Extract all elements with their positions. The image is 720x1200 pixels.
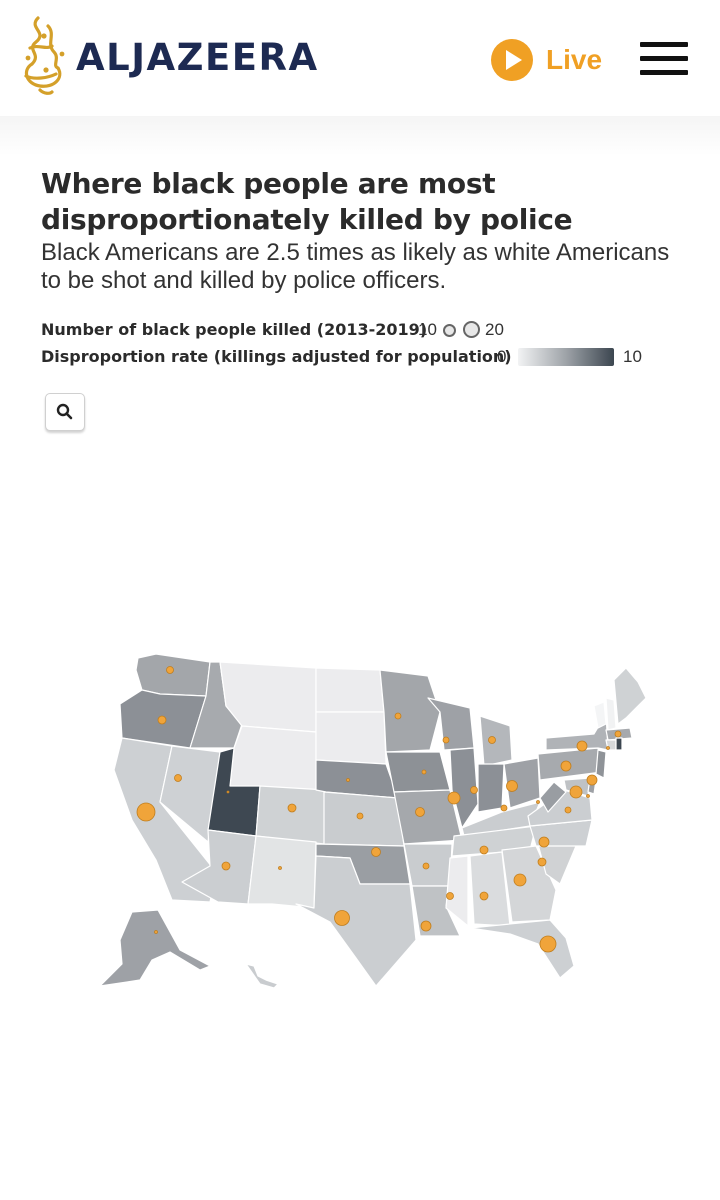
bubble-massachusetts[interactable] xyxy=(614,730,622,738)
state-alaska[interactable] xyxy=(99,909,211,987)
state-vermont[interactable] xyxy=(593,701,607,729)
bubble-delaware[interactable] xyxy=(586,794,590,798)
state-colorado[interactable] xyxy=(255,785,327,845)
bubble-north-carolina[interactable] xyxy=(538,836,550,848)
bubble-connecticut[interactable] xyxy=(606,746,610,750)
color-legend-max: 10 xyxy=(623,347,642,366)
size-legend-small-bubble xyxy=(443,324,456,337)
state-west-virginia[interactable] xyxy=(539,781,567,813)
bubble-south-carolina[interactable] xyxy=(537,857,547,867)
bubble-georgia[interactable] xyxy=(513,873,527,887)
bubble-nevada[interactable] xyxy=(174,774,182,782)
bubble-ohio[interactable] xyxy=(506,780,518,792)
bubble-nebraska[interactable] xyxy=(346,778,350,782)
state-new-mexico[interactable] xyxy=(247,835,317,909)
size-legend-max: 20 xyxy=(485,320,504,339)
brand-name: ALJAZEERA xyxy=(76,36,319,79)
color-legend-gradient xyxy=(518,348,614,366)
search-icon xyxy=(56,403,73,420)
state-minnesota[interactable] xyxy=(379,669,441,753)
us-choropleth-map xyxy=(99,653,647,989)
header-shadow xyxy=(0,116,720,156)
state-florida[interactable] xyxy=(469,919,575,979)
bubble-kansas[interactable] xyxy=(356,812,364,820)
color-legend-label: Disproportion rate (killings adjusted fo… xyxy=(41,347,512,366)
chart-title: Where black people are most disproportio… xyxy=(41,167,573,236)
state-mississippi[interactable] xyxy=(445,855,469,927)
bubble-florida[interactable] xyxy=(539,935,557,953)
bubble-alabama[interactable] xyxy=(479,891,489,901)
bubble-california[interactable] xyxy=(136,802,156,822)
live-button[interactable]: Live xyxy=(490,38,602,82)
bubble-maryland[interactable] xyxy=(569,785,583,799)
bubble-missouri[interactable] xyxy=(415,807,425,817)
bubble-new-mexico[interactable] xyxy=(278,866,282,870)
size-legend-large-bubble xyxy=(463,321,480,338)
state-new-hampshire[interactable] xyxy=(605,697,617,731)
state-south-dakota[interactable] xyxy=(315,711,387,765)
chart-subtitle: Black Americans are 2.5 times as likely … xyxy=(41,239,670,294)
state-kansas[interactable] xyxy=(323,791,405,847)
bubble-washington[interactable] xyxy=(166,666,174,674)
bubble-oklahoma[interactable] xyxy=(371,847,381,857)
bubble-oregon[interactable] xyxy=(157,715,167,725)
bubble-pennsylvania[interactable] xyxy=(560,760,572,772)
size-legend-min: 10 xyxy=(418,320,437,339)
size-legend-label: Number of black people killed (2013-2019… xyxy=(41,320,428,339)
map-search-button[interactable] xyxy=(45,393,85,431)
calligraphy-logo-icon xyxy=(24,16,65,95)
bubble-west-virginia[interactable] xyxy=(536,800,540,804)
live-label: Live xyxy=(546,44,603,75)
bubble-kentucky[interactable] xyxy=(500,804,508,812)
state-texas[interactable] xyxy=(295,855,417,987)
state-iowa[interactable] xyxy=(385,751,451,793)
state-wyoming[interactable] xyxy=(229,725,317,791)
bubble-iowa[interactable] xyxy=(421,769,427,775)
state-north-dakota[interactable] xyxy=(315,667,385,713)
state-nevada[interactable] xyxy=(159,745,221,843)
bubble-arizona[interactable] xyxy=(221,861,231,871)
bubble-alaska[interactable] xyxy=(154,930,158,934)
state-hawaii[interactable] xyxy=(245,963,279,989)
bubble-wisconsin[interactable] xyxy=(442,736,450,744)
bubble-louisiana[interactable] xyxy=(420,920,432,932)
bubble-indiana[interactable] xyxy=(470,786,478,794)
state-rhode-island[interactable] xyxy=(615,737,623,751)
bubble-michigan[interactable] xyxy=(488,736,496,744)
state-new-jersey[interactable] xyxy=(595,749,607,779)
bubble-tennessee[interactable] xyxy=(479,845,489,855)
bubble-mississippi[interactable] xyxy=(446,892,454,900)
bubble-minnesota[interactable] xyxy=(394,712,402,720)
state-michigan[interactable] xyxy=(479,715,513,767)
bubble-utah[interactable] xyxy=(226,790,230,794)
bubble-virginia[interactable] xyxy=(564,806,572,814)
hamburger-menu-icon[interactable] xyxy=(640,42,690,76)
bubble-arkansas[interactable] xyxy=(422,862,430,870)
play-icon xyxy=(491,39,533,81)
bubble-new-jersey[interactable] xyxy=(586,774,598,786)
state-washington[interactable] xyxy=(135,653,211,697)
site-header: ALJAZEERA Live xyxy=(0,0,720,116)
aljazeera-logo[interactable]: ALJAZEERA xyxy=(18,14,317,98)
state-illinois[interactable] xyxy=(449,747,479,829)
color-legend-min: 0 xyxy=(497,347,507,366)
state-maine[interactable] xyxy=(613,667,647,725)
state-indiana[interactable] xyxy=(477,763,505,813)
bubble-new-york[interactable] xyxy=(576,740,588,752)
bubble-colorado[interactable] xyxy=(287,803,297,813)
bubble-illinois[interactable] xyxy=(447,791,461,805)
bubble-texas[interactable] xyxy=(334,910,350,926)
